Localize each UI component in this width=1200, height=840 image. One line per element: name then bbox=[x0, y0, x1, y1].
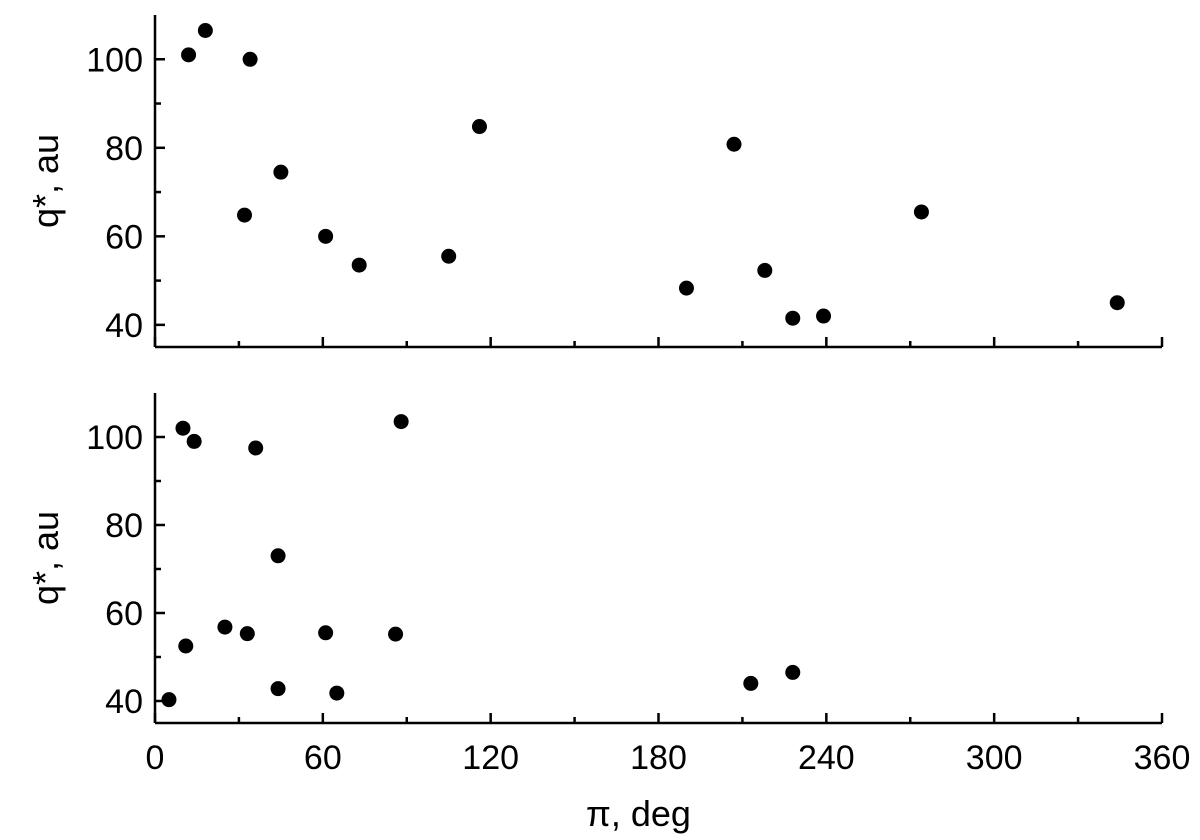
data-point bbox=[785, 664, 801, 680]
y-tick-label: 60 bbox=[105, 218, 143, 256]
data-point bbox=[743, 675, 759, 691]
data-point bbox=[726, 136, 742, 152]
x-tick-label: 0 bbox=[146, 739, 165, 777]
y-tick-label: 80 bbox=[105, 507, 143, 545]
x-tick-label: 120 bbox=[462, 739, 519, 777]
data-point bbox=[678, 280, 694, 296]
y-tick-label: 60 bbox=[105, 595, 143, 633]
data-point bbox=[441, 248, 457, 264]
data-point bbox=[270, 681, 286, 697]
y-tick-label: 40 bbox=[105, 307, 143, 345]
data-point bbox=[181, 47, 197, 63]
data-point bbox=[248, 440, 264, 456]
data-point bbox=[242, 51, 258, 67]
data-point bbox=[175, 420, 191, 436]
data-point bbox=[816, 308, 832, 324]
data-point bbox=[329, 685, 345, 701]
data-point bbox=[757, 262, 773, 278]
data-point bbox=[471, 119, 487, 135]
y-axis-label: q*, au bbox=[25, 134, 66, 228]
x-tick-label: 300 bbox=[966, 739, 1023, 777]
data-point bbox=[178, 638, 194, 654]
data-point bbox=[785, 310, 801, 326]
y-tick-label: 100 bbox=[86, 419, 143, 457]
x-tick-label: 60 bbox=[304, 739, 342, 777]
y-tick-label: 100 bbox=[86, 41, 143, 79]
data-point bbox=[197, 22, 213, 38]
data-point bbox=[351, 257, 367, 273]
data-point bbox=[239, 626, 255, 642]
data-point bbox=[388, 626, 404, 642]
y-tick-label: 40 bbox=[105, 683, 143, 721]
data-point bbox=[318, 228, 334, 244]
bottom-panel: 0 60 120 180 240 300 360 40 60 80 100 q*, au π, deg bbox=[25, 393, 1190, 834]
data-point bbox=[161, 692, 177, 708]
x-tick-label: 360 bbox=[1134, 739, 1191, 777]
x-tick-label: 180 bbox=[630, 739, 687, 777]
data-point bbox=[186, 433, 202, 449]
data-point bbox=[273, 164, 289, 180]
data-point bbox=[318, 625, 334, 641]
top-panel: 40 60 80 100 q*, au bbox=[25, 15, 1164, 349]
data-point bbox=[237, 207, 253, 223]
x-axis-label: π, deg bbox=[586, 793, 691, 834]
x-tick-label: 240 bbox=[798, 739, 855, 777]
data-point bbox=[217, 619, 233, 635]
data-point bbox=[913, 204, 929, 220]
y-axis-label: q*, au bbox=[25, 511, 66, 605]
data-point bbox=[270, 548, 286, 564]
y-tick-label: 80 bbox=[105, 130, 143, 168]
data-point bbox=[1109, 295, 1125, 311]
data-point bbox=[393, 414, 409, 430]
